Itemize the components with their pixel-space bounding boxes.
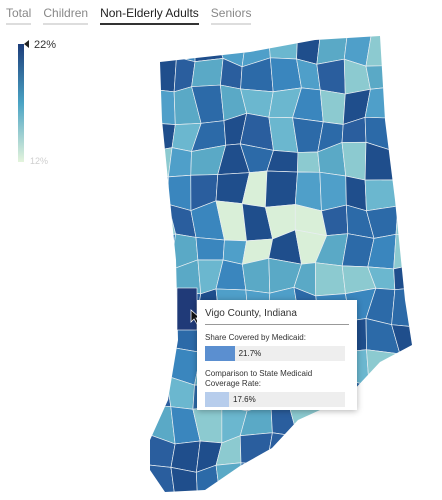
- county[interactable]: [290, 435, 319, 467]
- tab[interactable]: Seniors: [210, 6, 252, 25]
- county[interactable]: [365, 65, 394, 90]
- legend-min-label: 12%: [30, 156, 48, 166]
- county[interactable]: [319, 89, 346, 125]
- county[interactable]: [240, 462, 271, 496]
- county[interactable]: [142, 315, 176, 350]
- county[interactable]: [391, 27, 426, 67]
- county[interactable]: [165, 29, 196, 63]
- tooltip-rows: Share Covered by Medicaid: 21.7% Compariso…: [197, 333, 357, 407]
- tooltip-title: Vigo County, Indiana: [205, 308, 349, 325]
- county[interactable]: [170, 466, 198, 495]
- county[interactable]: [340, 466, 375, 495]
- county[interactable]: [146, 171, 169, 209]
- county[interactable]: [268, 27, 299, 60]
- value-bar: [205, 392, 229, 407]
- county[interactable]: [142, 288, 176, 326]
- county[interactable]: [389, 434, 419, 471]
- tab[interactable]: Non-Elderly Adults: [100, 6, 199, 25]
- county[interactable]: [365, 27, 394, 67]
- tab[interactable]: Total: [6, 6, 32, 25]
- county[interactable]: [316, 58, 346, 95]
- county[interactable]: [239, 432, 273, 466]
- counties: [141, 27, 426, 500]
- county[interactable]: [290, 464, 318, 499]
- county[interactable]: [392, 85, 424, 126]
- county[interactable]: [269, 57, 302, 93]
- tooltip: Vigo County, Indiana Share Covered by Me…: [197, 300, 357, 410]
- county[interactable]: [194, 32, 224, 62]
- county[interactable]: [315, 465, 345, 499]
- row-label: Share Covered by Medicaid:: [205, 333, 306, 342]
- county[interactable]: [396, 117, 425, 153]
- county[interactable]: [315, 433, 348, 472]
- county[interactable]: [266, 464, 300, 498]
- legend-max-label: 22%: [34, 39, 56, 51]
- county[interactable]: [395, 143, 425, 183]
- county[interactable]: [170, 440, 201, 473]
- value-label: 21.7%: [238, 349, 262, 358]
- county[interactable]: [395, 179, 425, 209]
- tab-bar: Total Children Non-Elderly Adults Seniors: [6, 6, 252, 25]
- county[interactable]: [366, 349, 401, 387]
- county[interactable]: [395, 205, 426, 239]
- county[interactable]: [195, 237, 225, 261]
- county[interactable]: [297, 151, 321, 173]
- county[interactable]: [343, 433, 374, 472]
- county[interactable]: [141, 29, 177, 61]
- row-label: Comparison to State Medicaid Coverage Ra…: [205, 369, 313, 388]
- county[interactable]: [167, 147, 192, 178]
- county[interactable]: [365, 380, 401, 412]
- county[interactable]: [393, 233, 426, 270]
- county[interactable]: [145, 147, 173, 178]
- county[interactable]: [391, 287, 422, 328]
- county[interactable]: [389, 410, 426, 437]
- county[interactable]: [315, 262, 346, 297]
- county[interactable]: [141, 56, 177, 93]
- county[interactable]: [266, 432, 298, 466]
- bar-track: 17.6%: [205, 392, 345, 407]
- county[interactable]: [319, 171, 347, 212]
- county[interactable]: [365, 406, 396, 441]
- county[interactable]: [370, 434, 402, 470]
- value-bar: [205, 346, 235, 361]
- county[interactable]: [392, 57, 424, 88]
- bar-track: 21.7%: [205, 346, 345, 361]
- tab[interactable]: Children: [43, 6, 89, 25]
- county[interactable]: [370, 466, 402, 493]
- county[interactable]: [341, 141, 367, 181]
- county[interactable]: [146, 375, 172, 408]
- county[interactable]: [364, 179, 399, 212]
- county[interactable]: [321, 204, 349, 237]
- county[interactable]: [364, 141, 397, 181]
- county[interactable]: [143, 88, 176, 125]
- county[interactable]: [394, 468, 420, 495]
- county[interactable]: [141, 261, 171, 293]
- county[interactable]: [141, 463, 175, 493]
- county[interactable]: [191, 57, 224, 88]
- county[interactable]: [364, 86, 398, 119]
- county[interactable]: [143, 346, 170, 380]
- county[interactable]: [215, 462, 242, 500]
- value-label: 17.6%: [233, 395, 256, 404]
- county[interactable]: [394, 374, 426, 414]
- legend-pointer: [24, 40, 29, 48]
- county[interactable]: [316, 28, 349, 65]
- county[interactable]: [141, 233, 177, 271]
- legend-gradient: [18, 44, 24, 162]
- county[interactable]: [264, 170, 298, 208]
- county[interactable]: [242, 257, 271, 294]
- county[interactable]: [294, 171, 322, 212]
- county[interactable]: [399, 350, 422, 382]
- highlighted-county[interactable]: [176, 287, 198, 331]
